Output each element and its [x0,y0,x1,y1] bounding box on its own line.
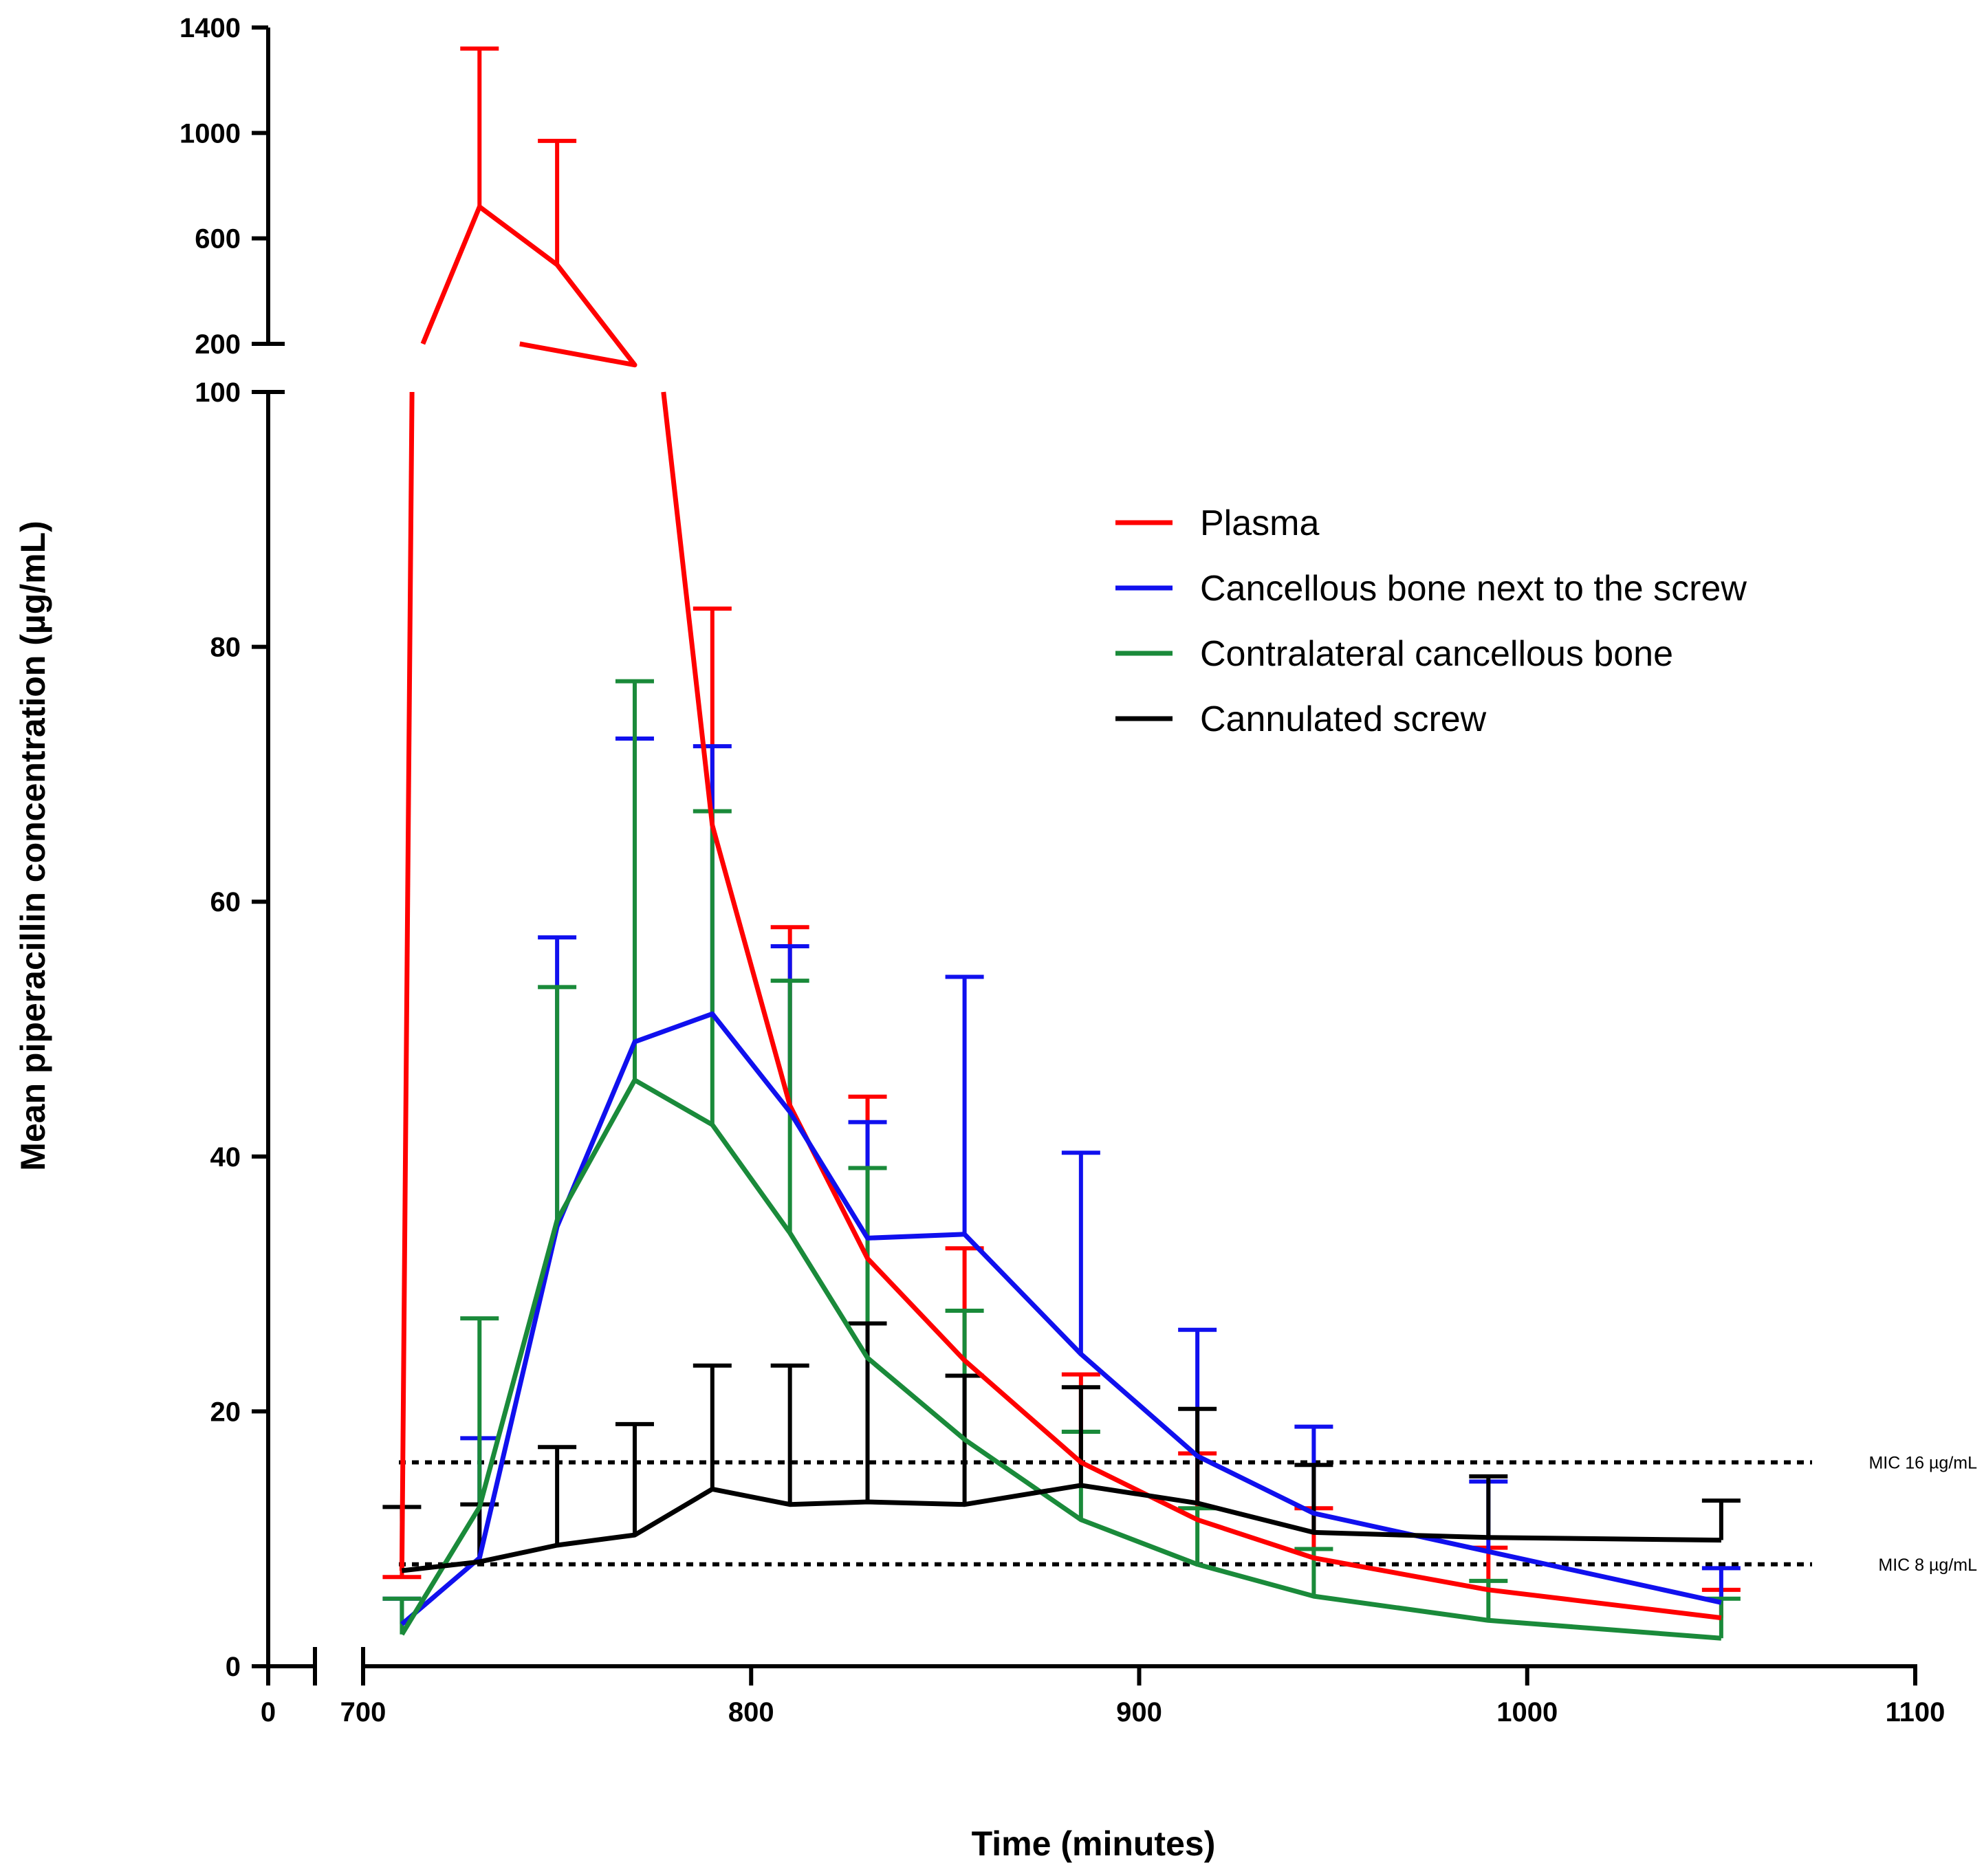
y-tick-label: 0 [226,1652,241,1682]
series-line [420,204,637,368]
x-tick-label: 0 [261,1697,276,1727]
series-lines [399,204,1722,1641]
y-tick-label: 40 [210,1142,241,1172]
y-tick-label: 1400 [179,13,241,43]
x-tick-label: 1000 [1496,1697,1558,1727]
axes: 0 20 40 60 80 100 200 600 1000 1400 0 700 800 900 1000… [179,13,1945,1727]
y-axis-title: Mean piperacillin concentration (µg/mL) [14,521,52,1171]
y-tick-label: 1000 [179,118,241,149]
series-line [400,1078,1722,1641]
y-tick-label: 80 [210,633,241,663]
x-axis-title: Time (minutes) [972,1824,1216,1863]
reference-line-label: MIC 16 µg/mL [1868,1454,1977,1473]
x-tick-label: 1100 [1886,1697,1945,1727]
y-tick-label: 600 [195,224,241,254]
y-tick-label: 100 [195,378,241,408]
legend-label: Cancellous bone next to the screw [1200,569,1747,609]
series-line [402,1483,1721,1573]
legend-label: Contralateral cancellous bone [1200,634,1673,674]
legend: Plasma Cancellous bone next to the screw C… [1115,503,1747,739]
legend-label: Plasma [1200,503,1319,543]
x-tick-label: 900 [1116,1697,1162,1727]
reference-line-label: MIC 8 µg/mL [1878,1556,1977,1575]
series-line [399,391,415,1571]
y-tick-label: 200 [195,329,241,360]
y-tick-label: 60 [210,887,241,917]
legend-label: Cannulated screw [1200,699,1487,739]
error-bars [382,46,1741,1639]
x-tick-label: 800 [728,1697,774,1727]
x-tick-label: 700 [340,1697,386,1727]
series-line [661,391,1722,1621]
y-tick-label: 20 [210,1397,241,1427]
